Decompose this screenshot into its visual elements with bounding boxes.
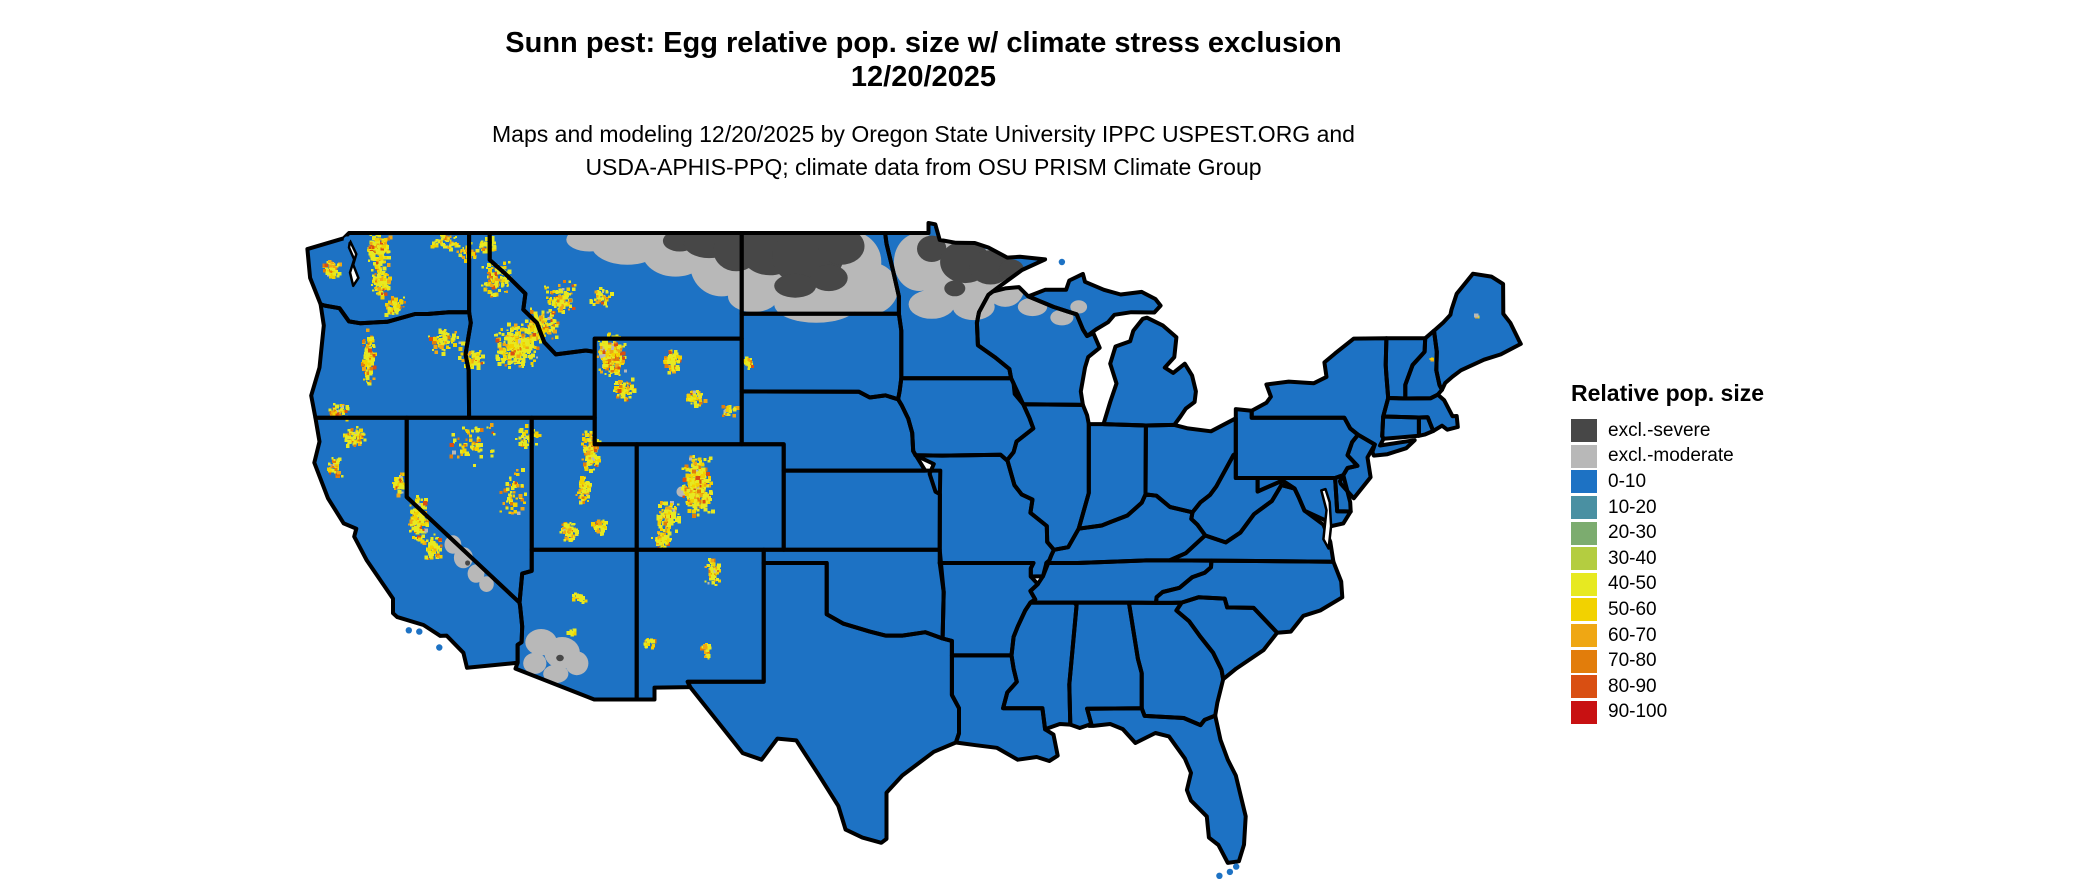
legend-title: Relative pop. size <box>1571 380 1765 406</box>
climate-exclusion-zones <box>444 225 1088 684</box>
legend-label: 0-10 <box>1608 470 1647 492</box>
legend-item: 50-60 <box>1571 597 1891 623</box>
legend-label: 50-60 <box>1608 598 1657 620</box>
legend-item: 10-20 <box>1571 495 1891 521</box>
legend-swatch <box>1571 675 1597 699</box>
water-bodies <box>347 239 1333 550</box>
legend-swatch <box>1571 598 1597 622</box>
legend-swatch <box>1571 521 1597 545</box>
legend-swatch <box>1571 444 1597 468</box>
legend-item: 90-100 <box>1571 700 1891 726</box>
legend-item: 20-30 <box>1571 520 1891 546</box>
legend-swatch <box>1571 649 1597 673</box>
subtitle-block: Maps and modeling 12/20/2025 by Oregon S… <box>0 118 1847 184</box>
legend-item: 0-10 <box>1571 469 1891 495</box>
legend-label: 30-40 <box>1608 547 1657 569</box>
legend-label: 10-20 <box>1608 496 1657 518</box>
legend-swatch <box>1571 624 1597 648</box>
legend-swatch <box>1571 496 1597 520</box>
us-map <box>305 221 1523 879</box>
legend-item: excl.-moderate <box>1571 444 1891 470</box>
map-subtitle-line1: Maps and modeling 12/20/2025 by Oregon S… <box>492 121 1355 147</box>
high-value-speckles <box>322 233 1480 660</box>
coastal-islands <box>340 236 1240 879</box>
legend-label: 80-90 <box>1608 675 1657 697</box>
legend-item: 70-80 <box>1571 648 1891 674</box>
legend-item: excl.-severe <box>1571 418 1891 444</box>
legend-item: 30-40 <box>1571 546 1891 572</box>
map-title-line1: Sunn pest: Egg relative pop. size w/ cli… <box>505 27 1342 59</box>
legend-item: 40-50 <box>1571 572 1891 598</box>
map-subtitle-line2: USDA-APHIS-PPQ; climate data from OSU PR… <box>585 154 1262 180</box>
legend-item: 60-70 <box>1571 623 1891 649</box>
legend-label: 90-100 <box>1608 701 1668 723</box>
legend-label: excl.-moderate <box>1608 445 1734 467</box>
legend-item: 80-90 <box>1571 674 1891 700</box>
state-borders <box>305 221 1523 865</box>
legend: Relative pop. size excl.-severe excl.-mod… <box>1571 380 1891 725</box>
legend-items: excl.-severe excl.-moderate 0-10 10-20 20-30… <box>1571 418 1891 725</box>
title-block: Sunn pest: Egg relative pop. size w/ cli… <box>0 26 1847 184</box>
legend-label: 70-80 <box>1608 650 1657 672</box>
legend-swatch <box>1571 419 1597 443</box>
legend-swatch <box>1571 700 1597 724</box>
legend-label: excl.-severe <box>1608 419 1711 441</box>
map-title-line2: 12/20/2025 <box>850 61 997 93</box>
legend-label: 60-70 <box>1608 624 1657 646</box>
legend-label: 40-50 <box>1608 573 1657 595</box>
legend-swatch <box>1571 470 1597 494</box>
legend-swatch <box>1571 547 1597 571</box>
legend-swatch <box>1571 572 1597 596</box>
legend-label: 20-30 <box>1608 522 1657 544</box>
